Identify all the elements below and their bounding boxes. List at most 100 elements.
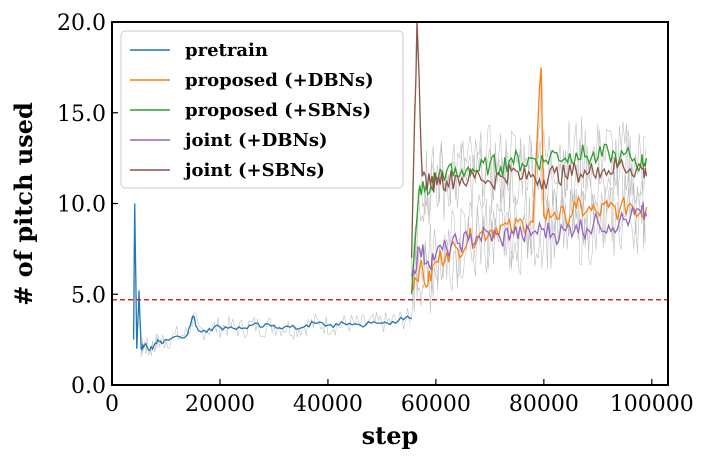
data-point-joint-sbns	[608, 170, 609, 171]
data-point-proposed-sbns	[630, 156, 631, 157]
y-tick-label: 5.0	[71, 283, 106, 308]
data-point-proposed-sbns	[646, 158, 647, 159]
data-point-pretrain	[149, 350, 150, 351]
x-tick-label: 0	[105, 392, 119, 417]
y-axis-ticks: 0.0 5.0 10.0 15.0 20.0	[57, 11, 118, 399]
data-point-pretrain	[241, 328, 242, 329]
y-tick-label: 15.0	[57, 102, 106, 127]
data-point-joint-dbns	[543, 228, 544, 229]
data-point-proposed-sbns	[489, 163, 490, 164]
data-point-proposed-sbns	[500, 167, 501, 168]
data-point-joint-sbns	[438, 176, 439, 177]
data-point-proposed-sbns	[641, 163, 642, 164]
data-point-pretrain	[144, 345, 145, 346]
x-tick-label: 100000	[610, 392, 694, 417]
data-point-pretrain	[371, 323, 372, 324]
series-line-proposed-dbns	[410, 67, 648, 291]
data-point-pretrain	[381, 323, 382, 324]
data-point-joint-sbns	[479, 174, 480, 175]
band-pretrain	[133, 212, 411, 358]
series-line-pretrain	[132, 203, 412, 352]
data-point-joint-dbns	[565, 230, 566, 231]
data-point-joint-sbns	[554, 172, 555, 173]
data-point-proposed-dbns	[608, 207, 609, 208]
data-point-proposed-dbns	[500, 225, 501, 226]
data-point-pretrain	[220, 326, 221, 327]
data-point-joint-sbns	[511, 170, 512, 171]
data-point-pretrain	[327, 325, 328, 326]
data-point-joint-dbns	[597, 221, 598, 222]
band-proposed-sbns	[411, 116, 646, 321]
data-point-joint-dbns	[641, 212, 642, 213]
data-point-proposed-sbns	[597, 158, 598, 159]
legend-label-proposed-sbns: proposed (+SBNs)	[185, 100, 371, 121]
data-point-joint-dbns	[500, 239, 501, 240]
legend-box	[120, 30, 404, 189]
data-point-joint-sbns	[411, 257, 412, 258]
data-point-pretrain	[317, 323, 318, 324]
data-point-proposed-dbns	[576, 207, 577, 208]
legend-label-joint-sbns: joint (+SBNs)	[183, 160, 325, 181]
data-point-joint-dbns	[587, 228, 588, 229]
data-point-joint-dbns	[646, 216, 647, 217]
data-point-proposed-sbns	[427, 194, 428, 195]
data-point-joint-sbns	[522, 178, 523, 179]
data-point-joint-dbns	[511, 230, 512, 231]
legend: pretrain proposed (+DBNs) proposed (+SBNs)…	[120, 30, 404, 189]
data-point-proposed-dbns	[533, 221, 534, 222]
data-point-joint-dbns	[608, 225, 609, 226]
data-point-proposed-dbns	[479, 234, 480, 235]
data-point-pretrain	[155, 343, 156, 344]
data-point-proposed-dbns	[522, 221, 523, 222]
data-point-joint-sbns	[619, 163, 620, 164]
data-point-pretrain	[284, 326, 285, 327]
data-point-pretrain	[134, 203, 135, 204]
data-point-pretrain	[193, 316, 194, 317]
data-point-joint-dbns	[468, 239, 469, 240]
data-point-pretrain	[263, 326, 264, 327]
data-point-joint-dbns	[419, 248, 420, 249]
band-joint-sbns	[411, 22, 646, 281]
data-point-pretrain	[133, 339, 134, 340]
data-point-pretrain	[392, 321, 393, 322]
data-point-pretrain	[176, 336, 177, 337]
data-point-joint-sbns	[500, 176, 501, 177]
x-axis-label: step	[362, 421, 419, 450]
data-point-pretrain	[187, 334, 188, 335]
data-point-joint-dbns	[522, 236, 523, 237]
data-point-proposed-dbns	[630, 203, 631, 204]
series-lines	[132, 22, 648, 352]
data-point-pretrain	[198, 330, 199, 331]
y-tick-label: 20.0	[57, 11, 106, 36]
data-point-joint-sbns	[587, 174, 588, 175]
data-point-pretrain	[139, 290, 140, 291]
data-point-pretrain	[403, 319, 404, 320]
series-line-proposed-sbns	[410, 143, 648, 295]
data-point-joint-sbns	[457, 176, 458, 177]
data-point-pretrain	[306, 325, 307, 326]
data-point-proposed-sbns	[576, 152, 577, 153]
data-point-joint-sbns	[430, 185, 431, 186]
data-point-proposed-dbns	[435, 261, 436, 262]
data-point-pretrain	[252, 325, 253, 326]
series-line-joint-sbns	[410, 22, 648, 258]
data-point-proposed-dbns	[419, 267, 420, 268]
data-point-proposed-dbns	[565, 218, 566, 219]
data-point-pretrain	[349, 323, 350, 324]
data-point-proposed-dbns	[541, 67, 542, 68]
data-point-proposed-sbns	[587, 156, 588, 157]
data-point-pretrain	[338, 325, 339, 326]
legend-label-proposed-dbns: proposed (+DBNs)	[185, 70, 374, 91]
data-point-proposed-sbns	[533, 158, 534, 159]
data-point-joint-sbns	[641, 167, 642, 168]
x-tick-label: 60000	[401, 392, 471, 417]
band-proposed-dbns	[411, 74, 646, 314]
data-point-proposed-sbns	[411, 294, 412, 295]
data-point-joint-sbns	[446, 181, 447, 182]
data-point-joint-dbns	[479, 236, 480, 237]
data-point-pretrain	[360, 325, 361, 326]
data-point-proposed-sbns	[554, 152, 555, 153]
series-line-joint-dbns	[410, 201, 648, 277]
data-point-proposed-dbns	[587, 210, 588, 211]
